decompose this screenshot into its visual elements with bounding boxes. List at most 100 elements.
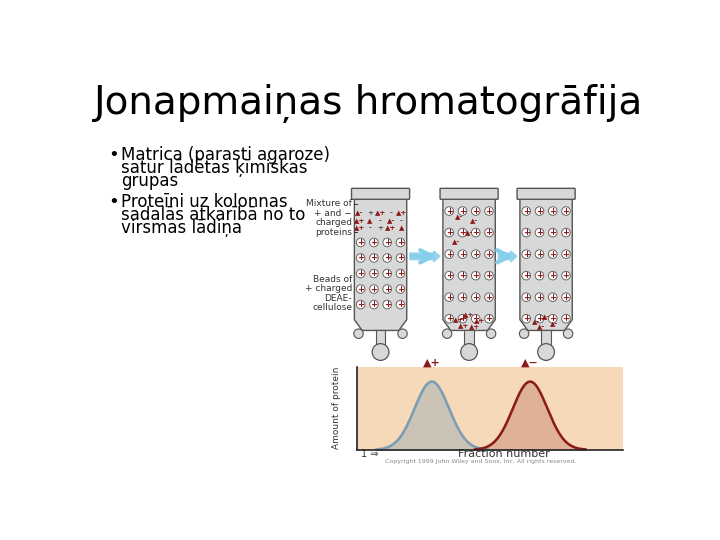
Circle shape <box>369 285 378 293</box>
Text: ▲+: ▲+ <box>453 317 464 323</box>
Text: ▲-: ▲- <box>454 214 463 220</box>
Text: cellulose: cellulose <box>312 303 352 312</box>
Text: -: - <box>369 225 372 231</box>
Text: ▲-: ▲- <box>452 239 460 245</box>
Text: +: + <box>446 293 453 302</box>
Text: +: + <box>485 271 492 280</box>
Circle shape <box>396 269 405 278</box>
Text: virsmas lādiņa: virsmas lādiņa <box>121 219 242 237</box>
Text: +: + <box>536 271 543 280</box>
Text: sadalās atkarībā no to: sadalās atkarībā no to <box>121 206 305 224</box>
Text: +: + <box>536 293 543 302</box>
Text: +: + <box>485 249 492 259</box>
Circle shape <box>383 300 392 309</box>
Text: ▲+: ▲+ <box>469 323 480 330</box>
FancyBboxPatch shape <box>440 188 498 199</box>
Text: +: + <box>357 300 364 309</box>
Text: +: + <box>523 249 530 259</box>
Text: +: + <box>549 314 557 323</box>
Text: +: + <box>377 225 384 231</box>
Circle shape <box>522 228 531 237</box>
Text: +: + <box>370 285 377 294</box>
Circle shape <box>549 271 557 280</box>
Circle shape <box>396 254 405 262</box>
Text: Amount of protein: Amount of protein <box>332 367 341 449</box>
Circle shape <box>396 238 405 247</box>
Text: +: + <box>472 249 480 259</box>
Circle shape <box>535 228 544 237</box>
Bar <box>357 367 623 450</box>
Circle shape <box>383 238 392 247</box>
Text: -: - <box>400 218 403 224</box>
Circle shape <box>485 250 493 259</box>
Text: ▲+: ▲+ <box>464 312 474 319</box>
Text: +: + <box>549 249 557 259</box>
Circle shape <box>472 228 480 237</box>
Ellipse shape <box>354 329 364 339</box>
Text: +: + <box>485 206 492 215</box>
Text: +: + <box>446 271 453 280</box>
Circle shape <box>485 314 493 323</box>
Circle shape <box>458 314 467 323</box>
Polygon shape <box>376 330 385 347</box>
Circle shape <box>458 271 467 280</box>
Polygon shape <box>354 195 407 330</box>
Text: +: + <box>357 269 364 278</box>
Text: ▲-: ▲- <box>470 218 479 224</box>
Circle shape <box>369 254 378 262</box>
Text: +: + <box>523 271 530 280</box>
Circle shape <box>356 300 365 309</box>
Text: ▲-: ▲- <box>356 210 364 216</box>
Circle shape <box>383 254 392 262</box>
Circle shape <box>472 293 480 301</box>
Text: ▲-: ▲- <box>536 325 545 330</box>
Circle shape <box>472 207 480 215</box>
Circle shape <box>522 293 531 301</box>
Text: +: + <box>384 285 391 294</box>
Circle shape <box>445 314 454 323</box>
Circle shape <box>472 314 480 323</box>
Circle shape <box>485 293 493 301</box>
Circle shape <box>396 285 405 293</box>
Text: +: + <box>459 206 466 215</box>
Text: +: + <box>459 249 466 259</box>
Circle shape <box>535 293 544 301</box>
Text: +: + <box>562 293 570 302</box>
Circle shape <box>535 250 544 259</box>
Polygon shape <box>410 251 440 262</box>
Circle shape <box>522 250 531 259</box>
Circle shape <box>458 228 467 237</box>
Polygon shape <box>464 330 474 347</box>
Text: Matrica (parasti agaroze): Matrica (parasti agaroze) <box>121 146 330 164</box>
Text: ▲+: ▲+ <box>423 357 441 367</box>
Circle shape <box>485 228 493 237</box>
Circle shape <box>445 293 454 301</box>
Circle shape <box>535 207 544 215</box>
Text: +: + <box>384 238 391 247</box>
Circle shape <box>538 343 554 360</box>
Text: ▲+: ▲+ <box>354 218 365 224</box>
Text: +: + <box>523 206 530 215</box>
Circle shape <box>535 314 544 323</box>
Circle shape <box>549 207 557 215</box>
Text: +: + <box>357 285 364 294</box>
Text: +: + <box>472 293 480 302</box>
Circle shape <box>458 207 467 215</box>
Text: +: + <box>536 228 543 237</box>
Circle shape <box>562 271 570 280</box>
Ellipse shape <box>519 329 528 339</box>
Text: +: + <box>472 271 480 280</box>
Circle shape <box>562 314 570 323</box>
Circle shape <box>369 300 378 309</box>
Text: Proteīni uz kolonnas: Proteīni uz kolonnas <box>121 193 288 211</box>
Text: +: + <box>562 249 570 259</box>
Circle shape <box>445 250 454 259</box>
Circle shape <box>522 314 531 323</box>
Polygon shape <box>498 251 517 262</box>
Text: +: + <box>446 249 453 259</box>
Text: +: + <box>549 228 557 237</box>
Circle shape <box>472 250 480 259</box>
Circle shape <box>445 228 454 237</box>
Text: +: + <box>397 300 404 309</box>
Text: + and −: + and − <box>315 209 352 218</box>
